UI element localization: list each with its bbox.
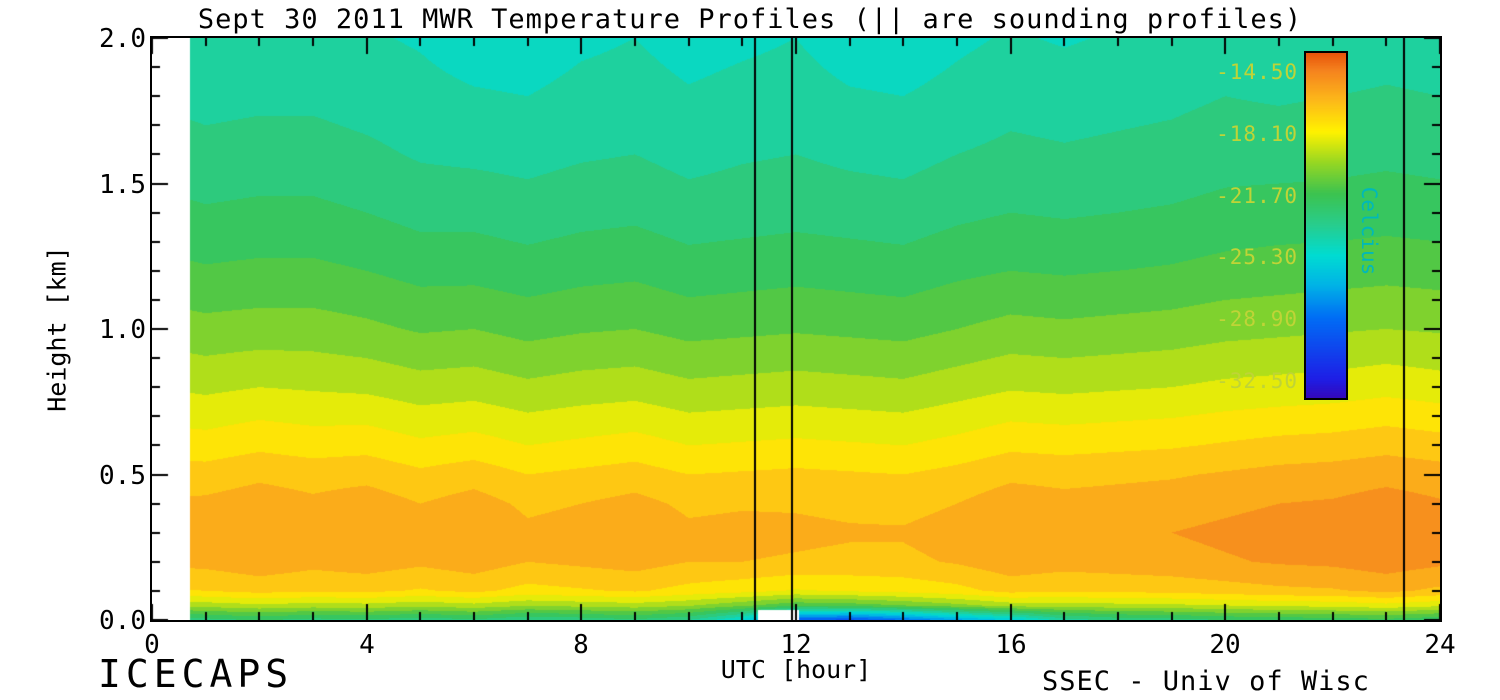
colorbar-title: Celcius	[1357, 186, 1381, 276]
x-tick-label: 20	[1209, 630, 1241, 660]
x-tick-label: 0	[144, 630, 160, 660]
colorbar	[1304, 51, 1348, 400]
x-axis-label: UTC [hour]	[720, 655, 872, 684]
footer-left-logo-text: ICECAPS	[98, 652, 294, 696]
colorbar-tick-label: -32.50	[1216, 369, 1298, 393]
colorbar-tick-label: -28.90	[1216, 307, 1298, 331]
chart-title: Sept 30 2011 MWR Temperature Profiles (|…	[197, 4, 1303, 35]
y-tick-label: 0.0	[99, 606, 146, 636]
x-tick-label: 4	[359, 630, 375, 660]
plot-area	[150, 36, 1442, 622]
y-tick-label: 1.5	[99, 170, 146, 200]
y-tick-label: 2.0	[99, 24, 146, 54]
y-axis-label: Height [km]	[42, 246, 72, 412]
colorbar-tick-label: -14.50	[1216, 60, 1298, 84]
footer-right-credit: SSEC - Univ of Wisc	[1042, 666, 1370, 697]
colorbar-tick-label: -25.30	[1216, 245, 1298, 269]
heatmap-canvas	[152, 38, 1440, 620]
x-tick-label: 16	[995, 630, 1027, 660]
y-tick-label: 0.5	[99, 461, 146, 491]
x-tick-label: 8	[573, 630, 589, 660]
x-tick-label: 12	[780, 630, 812, 660]
colorbar-gradient-canvas	[1306, 53, 1346, 398]
colorbar-tick-label: -21.70	[1216, 184, 1298, 208]
x-tick-label: 24	[1424, 630, 1456, 660]
colorbar-tick-label: -18.10	[1216, 122, 1298, 146]
y-tick-label: 1.0	[99, 315, 146, 345]
